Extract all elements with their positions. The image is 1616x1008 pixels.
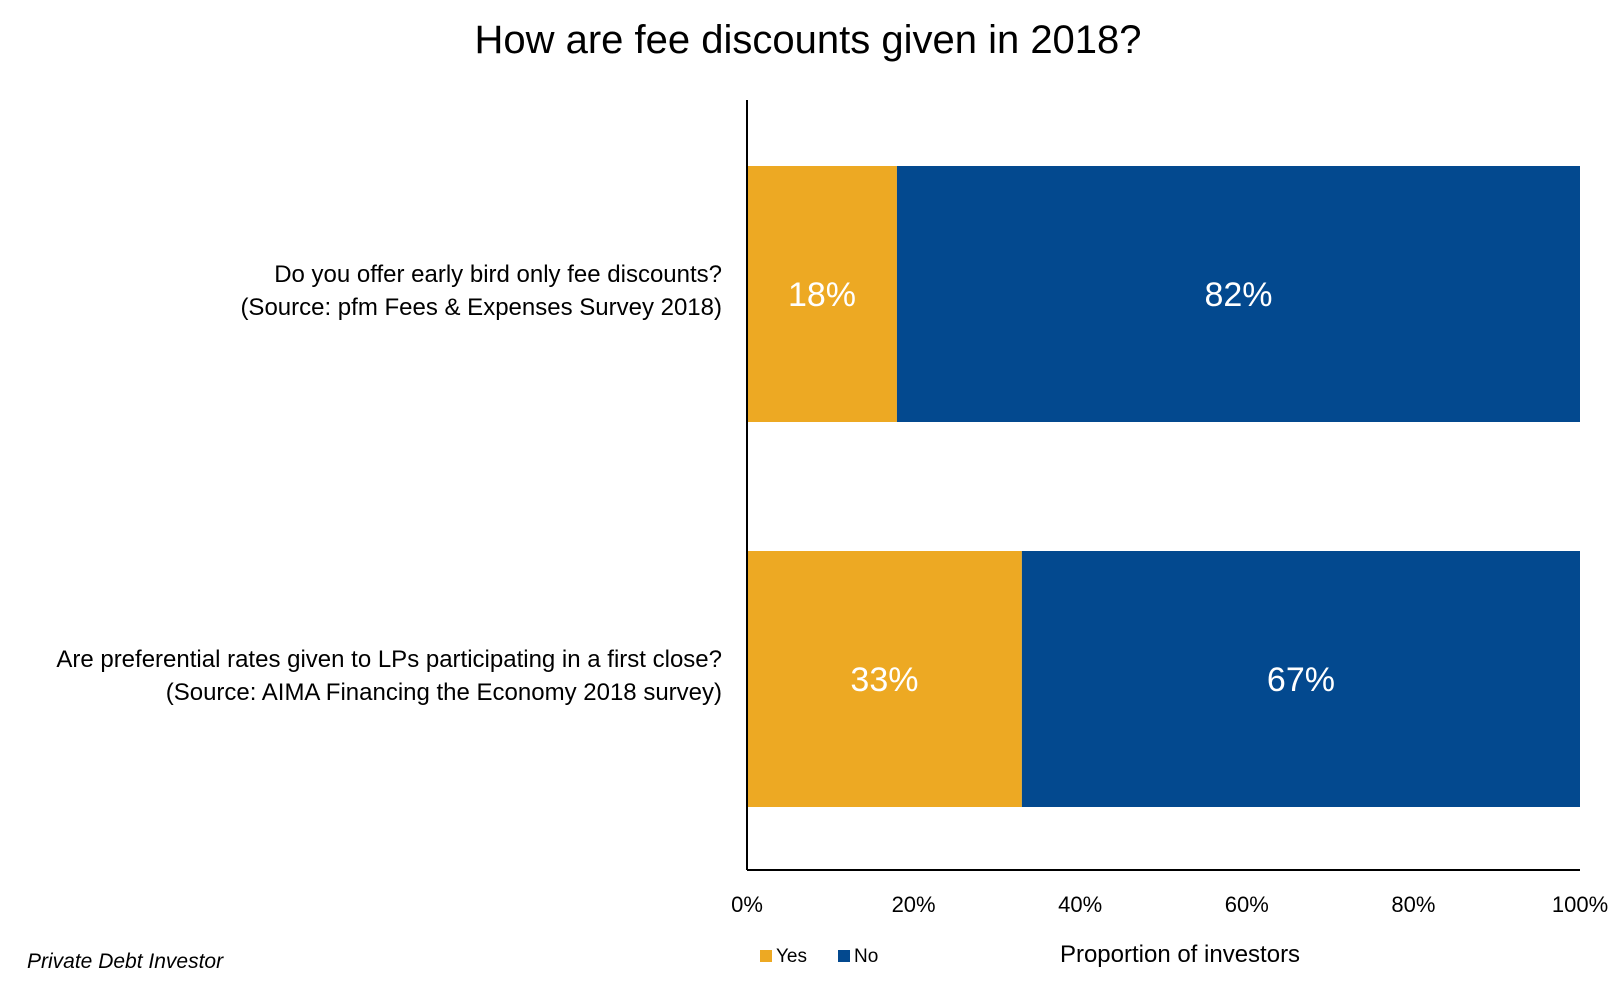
- legend-swatch-yes: [760, 950, 772, 962]
- x-tick-label: 80%: [1391, 892, 1435, 917]
- bar-yes-2: [747, 551, 1022, 807]
- category-label-2-question: Are preferential rates given to LPs part…: [56, 646, 722, 673]
- x-tick-label: 0%: [731, 892, 763, 917]
- x-tick-label: 20%: [892, 892, 936, 917]
- x-tick-label: 100%: [1552, 892, 1608, 917]
- data-label-no-2: 67%: [1267, 661, 1335, 699]
- category-labels: Do you offer early bird only fee discoun…: [56, 261, 722, 706]
- data-label-yes-1: 18%: [788, 276, 856, 314]
- data-label-no-1: 82%: [1204, 276, 1272, 314]
- chart-title: How are fee discounts given in 2018?: [474, 18, 1142, 62]
- bar-no-2: [1021, 551, 1580, 807]
- x-tick-label: 60%: [1225, 892, 1269, 917]
- x-tick-labels: 0% 20% 40% 60% 80% 100%: [731, 892, 1608, 917]
- category-label-1-question: Do you offer early bird only fee discoun…: [274, 261, 722, 288]
- data-labels-layer: 18% 82% 33% 67%: [788, 276, 1335, 699]
- legend-label-yes: Yes: [776, 946, 807, 967]
- legend-label-no: No: [854, 946, 878, 967]
- legend-swatch-no: [838, 950, 850, 962]
- data-label-yes-2: 33%: [850, 661, 918, 699]
- bar-yes-1: [747, 166, 897, 422]
- x-tick-label: 40%: [1058, 892, 1102, 917]
- bar-no-1: [896, 166, 1580, 422]
- bars-layer: [747, 166, 1580, 807]
- source-credit: Private Debt Investor: [27, 950, 224, 973]
- category-label-2-source: (Source: AIMA Financing the Economy 2018…: [166, 679, 722, 706]
- legend: Yes No: [760, 946, 878, 967]
- x-axis-title: Proportion of investors: [1060, 941, 1300, 968]
- category-label-1-source: (Source: pfm Fees & Expenses Survey 2018…: [240, 294, 722, 321]
